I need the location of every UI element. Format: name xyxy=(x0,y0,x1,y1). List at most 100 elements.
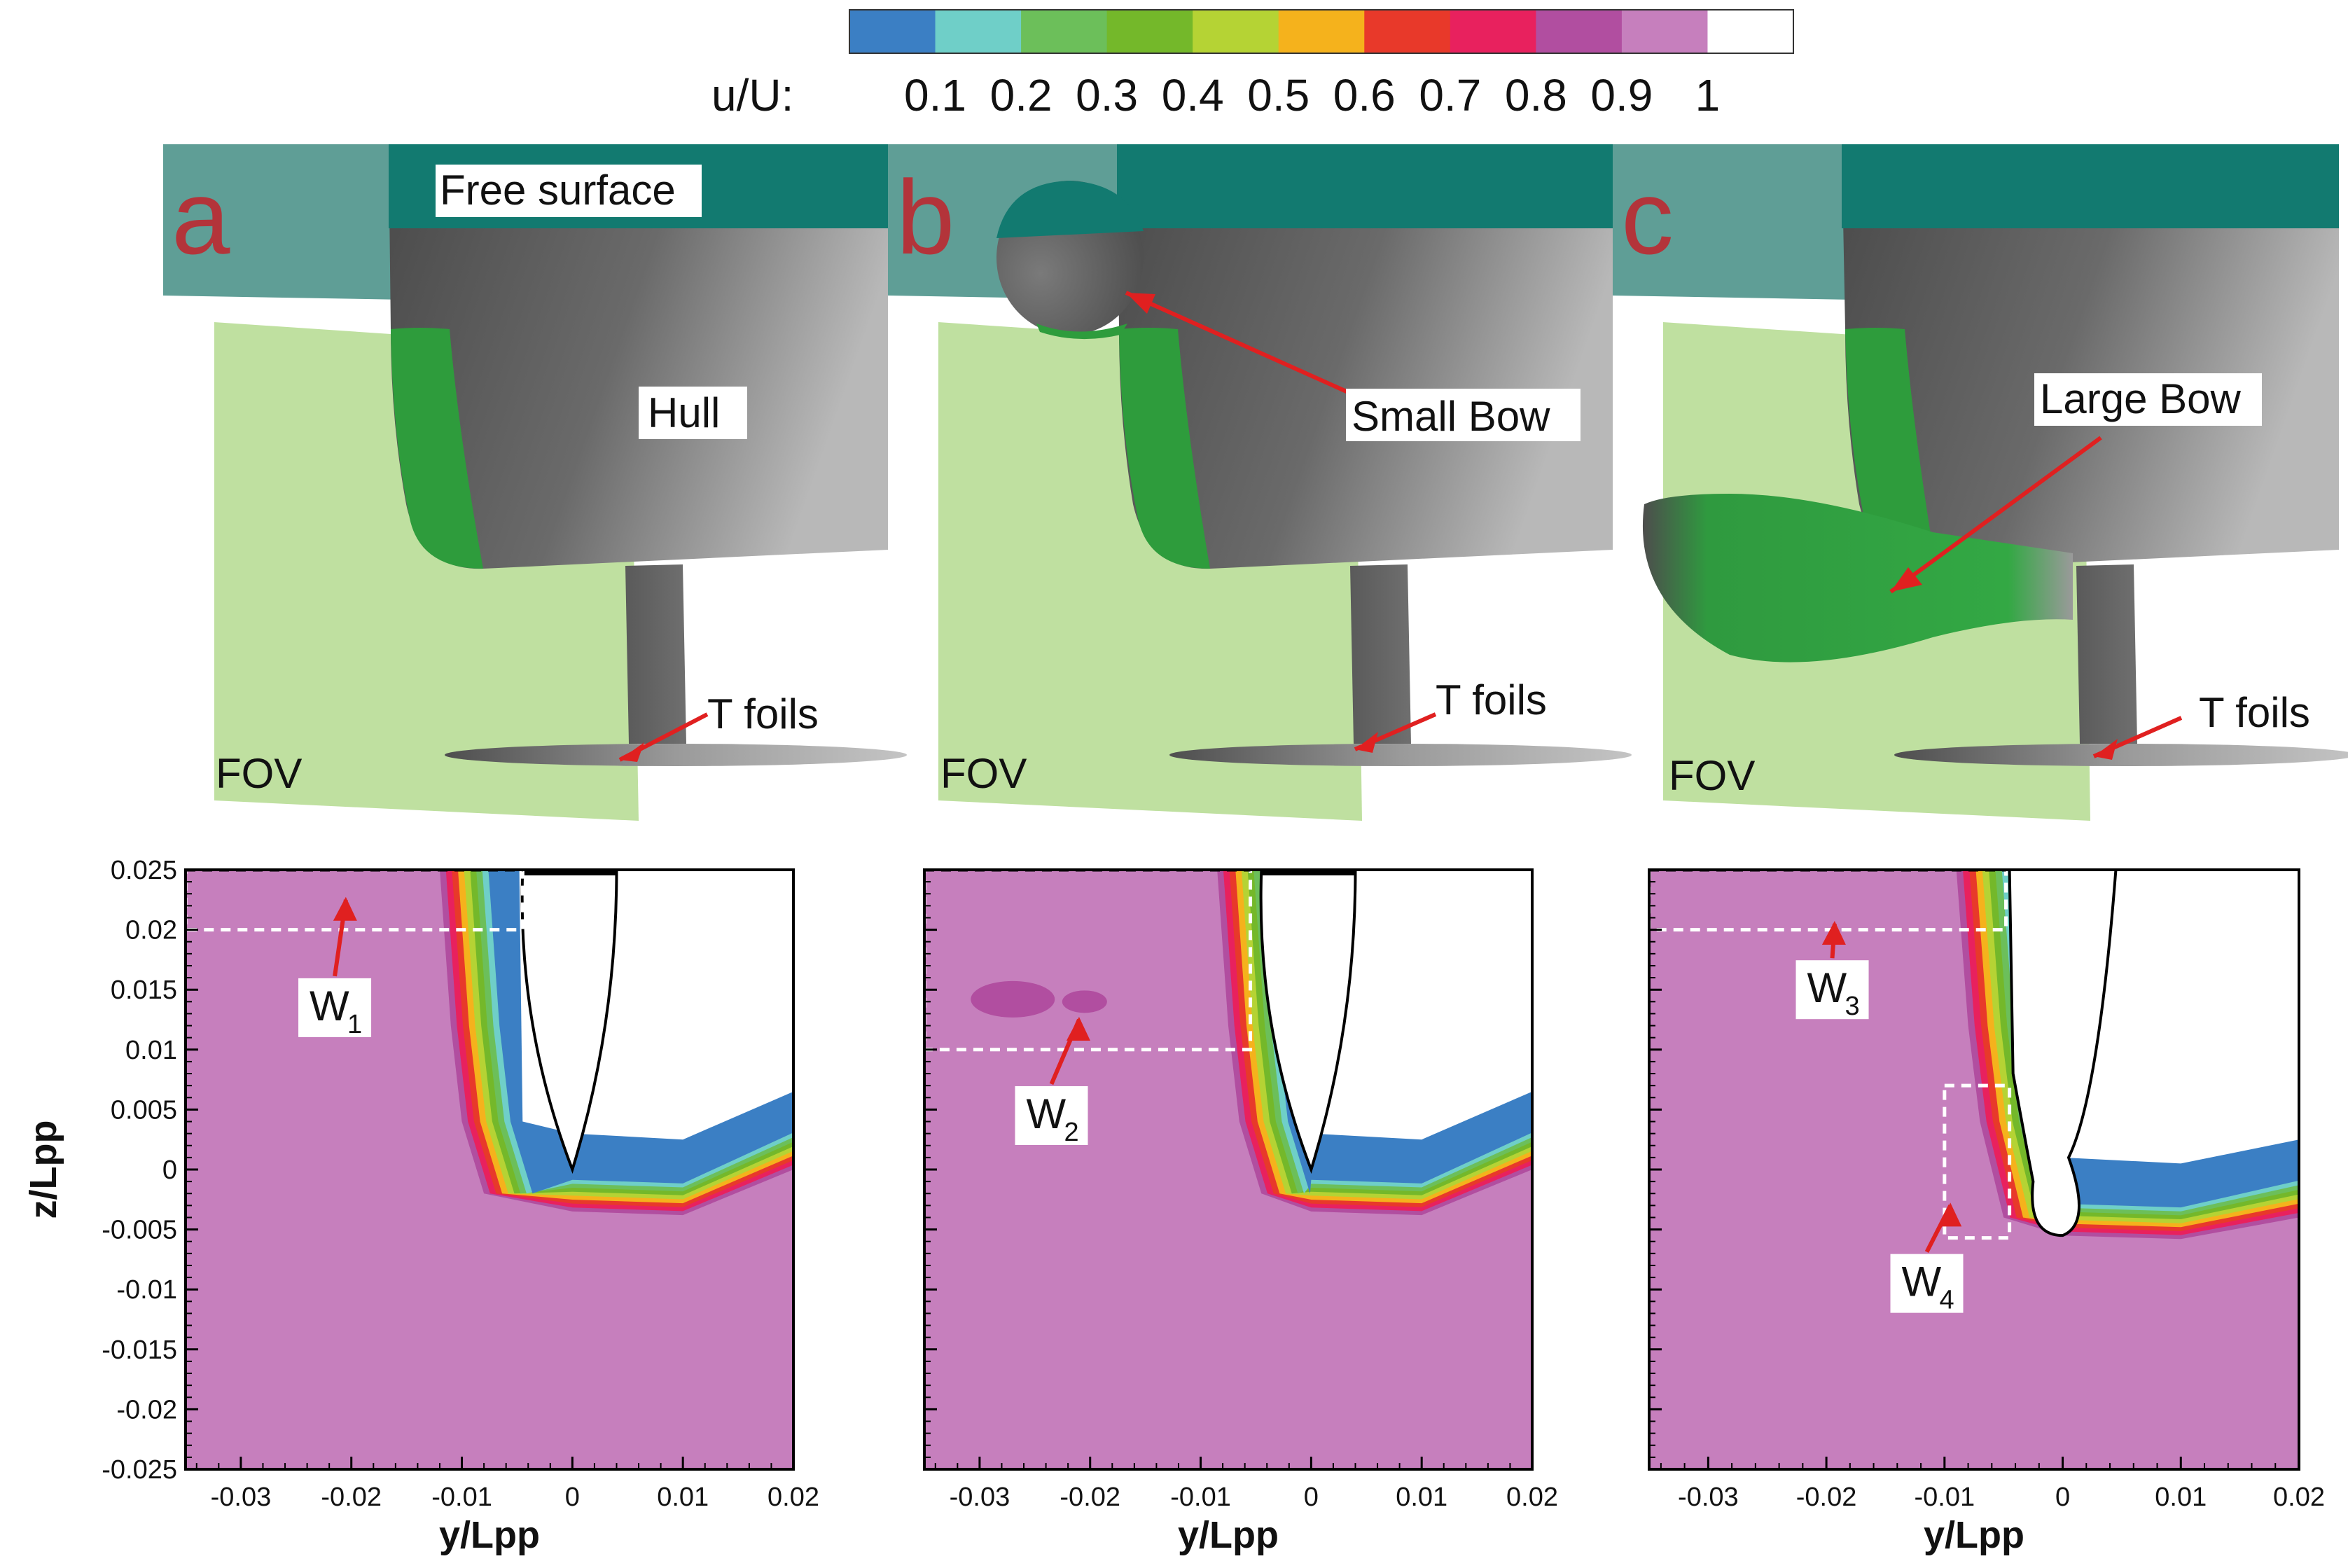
annotation-label: W xyxy=(1026,1090,1066,1137)
annotation-subscript: 4 xyxy=(1940,1286,1954,1315)
colorbar-swatch xyxy=(1278,10,1365,53)
annotation-arrowhead xyxy=(1938,1202,1962,1227)
annotation-box xyxy=(1890,1254,1964,1313)
colorbar-swatch xyxy=(935,10,1022,53)
y-tick-label: 0 xyxy=(162,1156,177,1185)
y-tick-label: -0.01 xyxy=(116,1275,177,1305)
bow-label-box xyxy=(1346,389,1581,441)
x-tick-label: 0.01 xyxy=(2155,1483,2207,1512)
colorbar-swatch xyxy=(849,10,936,53)
annotation-box xyxy=(298,978,372,1037)
x-tick-label: 0 xyxy=(565,1483,580,1512)
colorbar-frame xyxy=(849,9,1794,54)
foil-arrowhead xyxy=(620,742,644,762)
hull-label-box xyxy=(639,387,747,439)
hull xyxy=(1842,144,2339,569)
colorbar-tick-label: 0.1 xyxy=(904,70,966,120)
colorbar-tick-label: 0.8 xyxy=(1505,70,1567,120)
w2-vortex xyxy=(1062,990,1107,1013)
y-tick-label: -0.005 xyxy=(102,1216,177,1245)
bow-arrowhead xyxy=(1891,567,1922,592)
y-tick-label: 0.025 xyxy=(111,856,177,885)
free-surface-label: Free surface xyxy=(440,167,676,214)
large-bow xyxy=(1642,494,2073,662)
t-foil xyxy=(445,744,907,766)
contour-plot-a: -0.03 -0.02 -0.01 0 0.01 0.02 y/Lpp 0.025 0.02 0.… xyxy=(22,856,819,1556)
colorbar-tick-label: 0.3 xyxy=(1076,70,1138,120)
plot-area xyxy=(1649,870,2299,1469)
colorbar-tick-label: 0.2 xyxy=(990,70,1053,120)
hull-deck-line xyxy=(522,870,617,875)
hull-green-strip xyxy=(391,328,483,569)
colorbar-swatch xyxy=(1621,10,1708,53)
hull-label: Hull xyxy=(648,389,720,436)
annotation-label: W xyxy=(310,983,349,1029)
annotation-arrowhead xyxy=(333,896,357,921)
colorbar-swatch xyxy=(1193,10,1279,53)
colorbar-tick-label: 0.9 xyxy=(1590,70,1653,120)
colorbar-swatch xyxy=(1707,10,1794,53)
schematic-panel-a: a Free surface Hull T foils FOV xyxy=(163,144,907,821)
hull-waterline-band xyxy=(1117,144,1613,228)
foils-label: T foils xyxy=(2199,689,2310,736)
small-bow-green xyxy=(1036,324,1127,340)
x-tick-label: 0.01 xyxy=(657,1483,709,1512)
x-tick-label: -0.01 xyxy=(1170,1483,1231,1512)
strut xyxy=(2076,564,2137,744)
annotation-box xyxy=(1795,960,1869,1020)
bow-label-box xyxy=(2034,373,2262,426)
hull xyxy=(389,144,888,569)
x-tick-label: -0.02 xyxy=(1796,1483,1857,1512)
y-tick-label: 0.005 xyxy=(111,1095,177,1125)
schematic-panel-c: c Large Bow T foils FOV xyxy=(1613,144,2348,821)
contour-plot-b: -0.03 -0.02 -0.01 0 0.01 0.02 y/Lpp W2 xyxy=(923,868,1558,1556)
annotation-box xyxy=(1015,1085,1088,1145)
x-tick-label: 0.02 xyxy=(2273,1483,2325,1512)
x-tick-label: -0.02 xyxy=(1060,1483,1120,1512)
colorbar-swatch xyxy=(1536,10,1623,53)
x-tick-label: -0.03 xyxy=(211,1483,272,1512)
bow-arrow xyxy=(1125,291,1349,394)
t-foil xyxy=(1894,744,2348,766)
colorbar-title: u/U: xyxy=(711,70,793,120)
foils-label: T foils xyxy=(707,691,819,737)
panel-letter-a: a xyxy=(172,158,230,276)
x-tick-label: 0 xyxy=(2055,1483,2070,1512)
x-axis-title: y/Lpp xyxy=(1924,1514,2024,1556)
fov-label: FOV xyxy=(216,750,302,797)
x-tick-label: 0 xyxy=(1304,1483,1319,1512)
w4-region xyxy=(1943,1083,2012,1240)
x-tick-label: -0.02 xyxy=(321,1483,382,1512)
fov-label: FOV xyxy=(1669,752,1755,799)
strut xyxy=(625,564,686,744)
hull-section xyxy=(1259,870,1357,1174)
foil-arrowhead xyxy=(1355,732,1378,753)
foils-label: T foils xyxy=(1436,677,1547,723)
hull xyxy=(1117,144,1613,569)
hull-waterline-band xyxy=(1842,144,2339,228)
panel-letter-c: c xyxy=(1621,158,1674,276)
bow-label: Small Bow xyxy=(1352,393,1550,440)
y-tick-label: -0.02 xyxy=(116,1395,177,1424)
schematic-panel-b: b Small Bow T foils FOV xyxy=(888,144,1632,821)
strut xyxy=(1350,564,1411,744)
x-axis-title: y/Lpp xyxy=(439,1514,540,1556)
bow-arrow xyxy=(1889,436,2102,594)
hull-deck-line xyxy=(1261,870,1356,875)
x-tick-label: 0.02 xyxy=(1506,1483,1558,1512)
bow-label: Large Bow xyxy=(2040,375,2242,422)
x-tick-label: -0.03 xyxy=(1678,1483,1739,1512)
x-tick-label: -0.03 xyxy=(950,1483,1010,1512)
fov-label: FOV xyxy=(940,750,1027,797)
y-tick-label: -0.025 xyxy=(102,1455,177,1485)
colorbar-swatch xyxy=(1106,10,1193,53)
free-surface-label-box xyxy=(436,165,702,217)
small-bow-cap xyxy=(996,181,1144,238)
y-tick-label: 0.01 xyxy=(125,1036,177,1065)
x-axis-title: y/Lpp xyxy=(1178,1514,1279,1556)
colorbar-tick-label: 0.6 xyxy=(1333,70,1396,120)
hull-section xyxy=(520,870,618,1174)
foil-arrowhead xyxy=(2094,739,2118,760)
annotation-arrowhead xyxy=(1821,921,1846,945)
